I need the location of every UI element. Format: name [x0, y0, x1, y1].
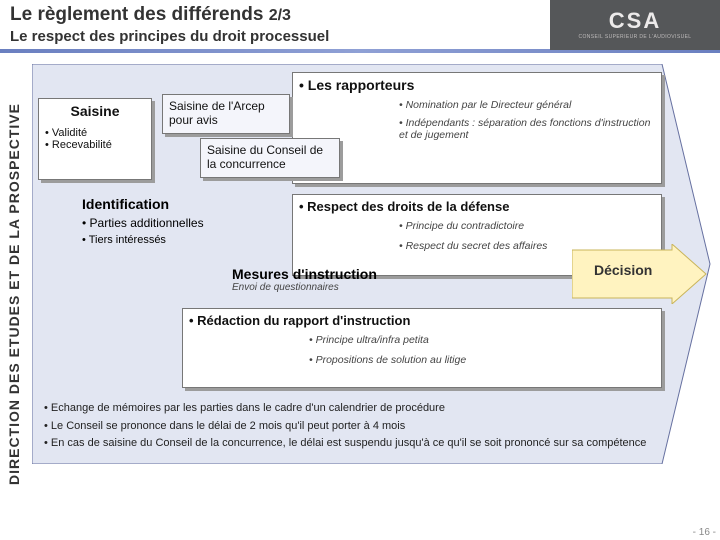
defense-title: • Respect des droits de la défense — [299, 199, 655, 214]
rapporteurs-bullet-1: • Nomination par le Directeur général — [399, 99, 655, 111]
rapporteurs-bullet-2: • Indépendants : séparation des fonction… — [399, 117, 655, 141]
footer-bullet-2: • Le Conseil se prononce dans le délai d… — [44, 418, 664, 436]
logo-text: CSA — [609, 10, 661, 32]
diagram-canvas: • Les rapporteurs • Nomination par le Di… — [32, 56, 714, 532]
rapporteurs-box: • Les rapporteurs • Nomination par le Di… — [292, 72, 662, 184]
identification-bullet-1: • Parties additionnelles — [82, 216, 204, 230]
rapport-bullet-1: • Principe ultra/infra petita — [309, 334, 655, 346]
footer-bullet-3: • En cas de saisine du Conseil de la con… — [44, 435, 664, 453]
rapport-box: • Rédaction du rapport d'instruction • P… — [182, 308, 662, 388]
saisine-bullet-2: • Recevabilité — [45, 139, 145, 151]
saisine-bullet-1: • Validité — [45, 127, 145, 139]
defense-bullet-1: • Principe du contradictoire — [399, 220, 655, 232]
arcep-box: Saisine de l'Arcep pour avis — [162, 94, 290, 134]
mesures-sub: Envoi de questionnaires — [232, 282, 442, 293]
saisine-box: Saisine • Validité • Recevabilité — [38, 98, 152, 180]
sidebar-label: DIRECTION DES ETUDES ET DE LA PROSPECTIV… — [6, 56, 26, 532]
identification-bullet-2: • Tiers intéressés — [82, 234, 204, 246]
decision-label: Décision — [594, 262, 652, 278]
rapport-bullet-2: • Propositions de solution au litige — [309, 354, 655, 366]
page-number: - 16 - — [693, 527, 716, 538]
rapport-title: • Rédaction du rapport d'instruction — [189, 313, 655, 328]
conseil-box: Saisine du Conseil de la concurrence — [200, 138, 340, 178]
rapporteurs-title: • Les rapporteurs — [299, 77, 655, 93]
identification-title: Identification — [82, 196, 204, 212]
logo: CSA CONSEIL SUPERIEUR DE L'AUDIOVISUEL — [550, 0, 720, 50]
saisine-title: Saisine — [45, 103, 145, 119]
title-main: Le règlement des différends — [10, 4, 263, 25]
title-fraction: 2/3 — [269, 7, 291, 24]
footer-bullet-1: • Echange de mémoires par les parties da… — [44, 400, 664, 418]
logo-subtext: CONSEIL SUPERIEUR DE L'AUDIOVISUEL — [578, 34, 691, 40]
mesures-title: Mesures d'instruction — [232, 266, 442, 282]
